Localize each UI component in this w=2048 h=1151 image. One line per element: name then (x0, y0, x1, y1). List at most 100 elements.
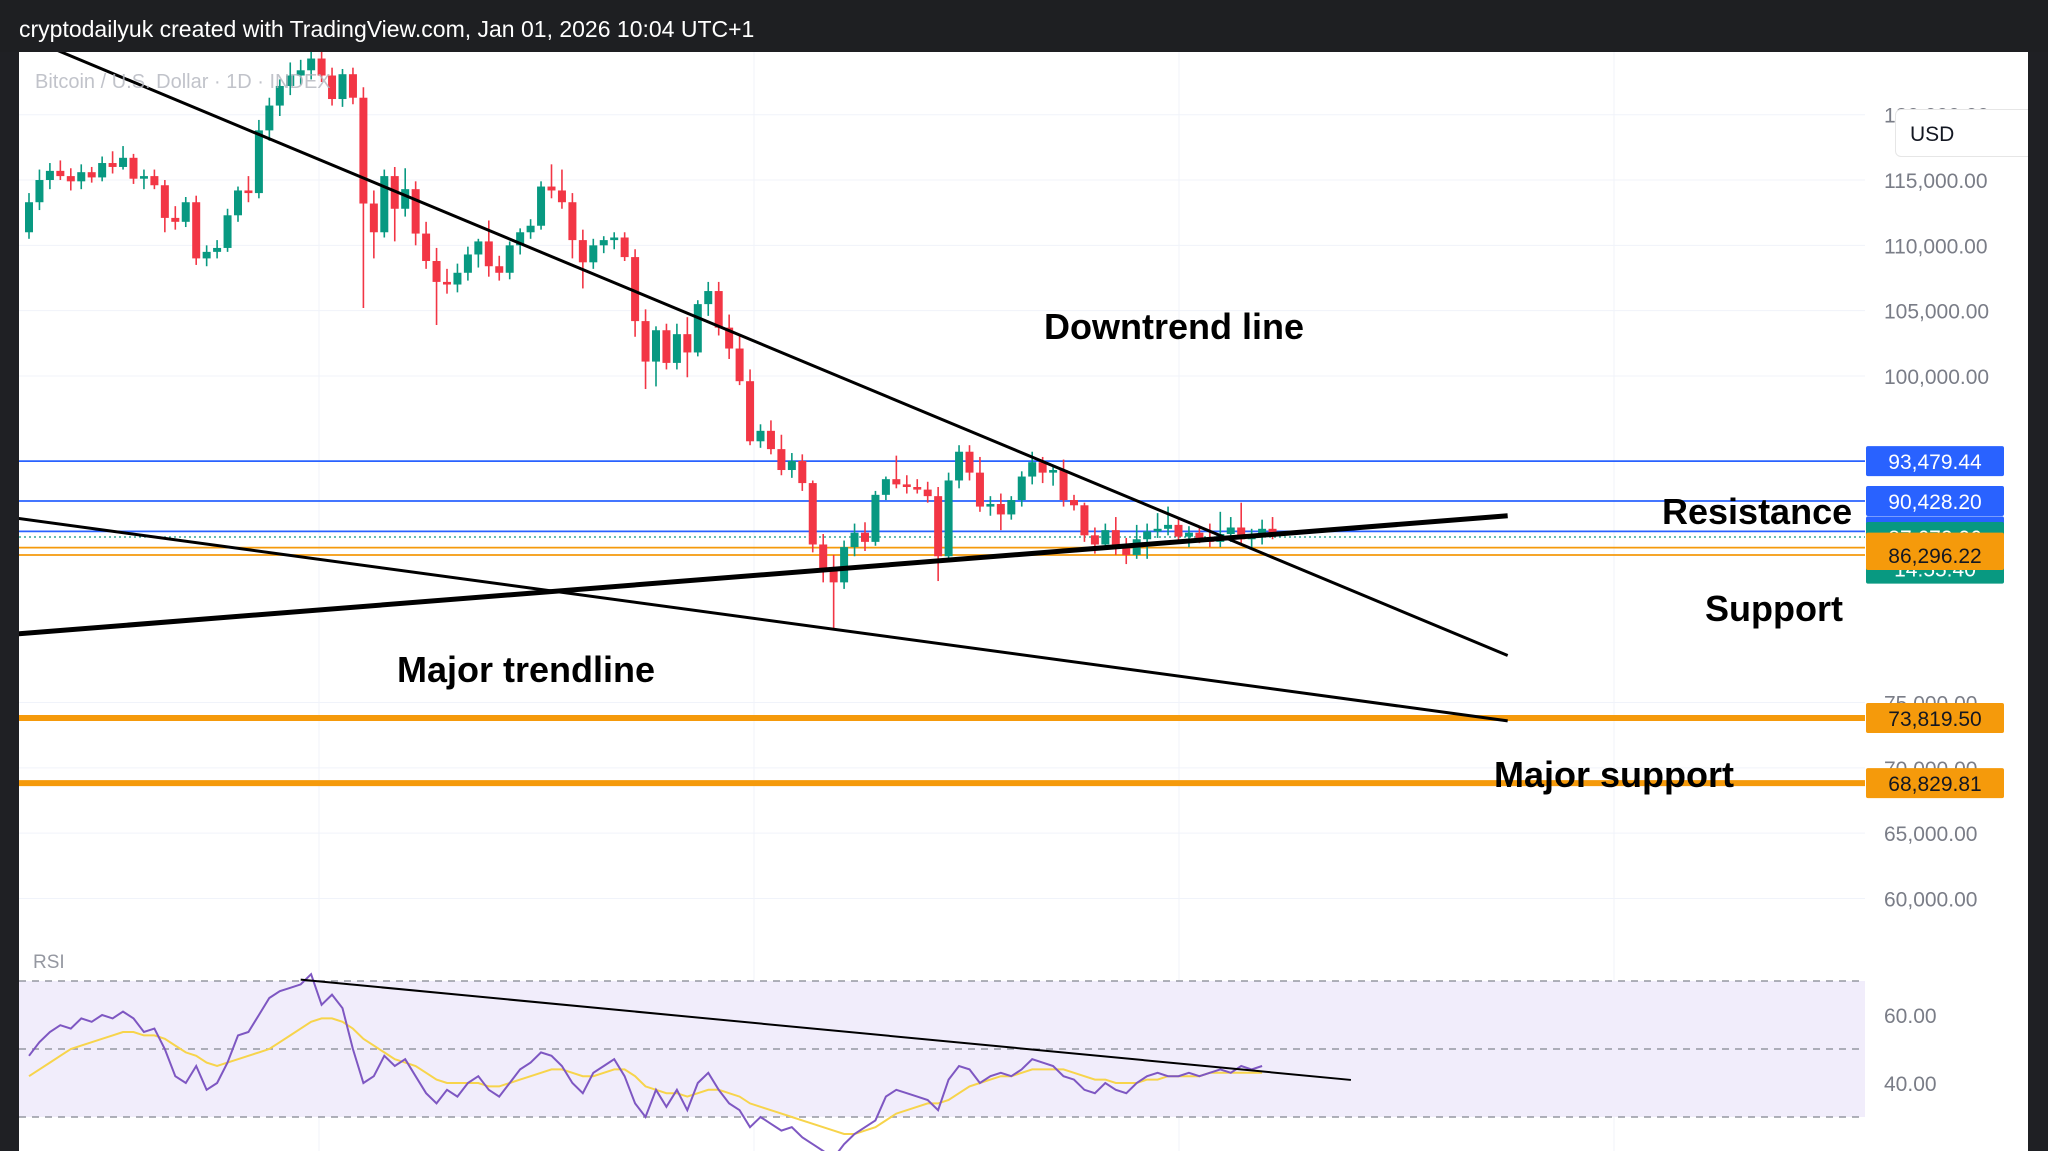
candle-body (422, 233, 431, 262)
price-label-bg (1866, 539, 2004, 570)
candle-body (286, 75, 295, 86)
rsi-label: RSI (33, 952, 65, 973)
currency-button[interactable]: USD (1895, 109, 2028, 157)
candle-84 (902, 475, 911, 494)
candle-91 (975, 456, 984, 512)
candle-11 (139, 169, 148, 190)
candle-114 (1216, 511, 1225, 548)
candle-body (139, 176, 148, 179)
candle-body (547, 186, 556, 191)
candle-body (1028, 462, 1037, 477)
candle-body (87, 172, 96, 178)
candle-body (756, 430, 765, 442)
candle-101 (1080, 502, 1089, 542)
candle-13 (160, 180, 169, 233)
symbol-legend: Bitcoin / U.S. Dollar · 1D · INDEX (35, 71, 331, 93)
candle-109 (1164, 506, 1173, 536)
candle-24 (275, 79, 284, 117)
candle-56 (610, 232, 619, 250)
candle-4 (66, 168, 75, 191)
candle-7 (98, 156, 107, 182)
candle-body (557, 190, 566, 203)
candle-3 (56, 160, 65, 181)
candle-111 (1184, 526, 1193, 548)
candle-body (829, 567, 838, 583)
candle-body (787, 460, 796, 471)
candle-71 (766, 420, 775, 455)
price-label-text: 68,829.81 (1888, 773, 1981, 796)
candle-body (98, 163, 107, 178)
candle-body (474, 241, 483, 255)
candle-body (296, 70, 305, 76)
candle-37 (411, 181, 420, 246)
candle-59 (641, 309, 650, 390)
candle-body (129, 157, 138, 179)
chart-frame[interactable]: 120,000.00115,000.00110,000.00105,000.00… (19, 52, 2028, 1151)
candle-23 (265, 97, 274, 141)
candle-body (1080, 505, 1089, 536)
candle-77 (829, 554, 838, 630)
annotation-major-trendline: Major trendline (397, 649, 655, 690)
candle-body (516, 232, 525, 246)
candle-81 (871, 490, 880, 546)
candle-118 (1258, 519, 1267, 545)
candle-92 (986, 496, 995, 516)
price-label-text: 86,296.22 (1888, 545, 1981, 568)
candle-41 (453, 263, 462, 293)
candle-107 (1143, 523, 1152, 559)
candle-body (672, 334, 681, 363)
candle-90 (965, 445, 974, 481)
candle-body (850, 532, 859, 548)
chart-canvas[interactable]: 120,000.00115,000.00110,000.00105,000.00… (19, 52, 2028, 1151)
candle-body (840, 547, 849, 583)
candle-38 (422, 221, 431, 269)
candle-body (704, 291, 713, 305)
candle-5 (77, 164, 86, 190)
candle-body (45, 170, 54, 181)
candle-28 (317, 52, 326, 83)
candle-body (234, 190, 242, 216)
rsi-line (28, 972, 1263, 1151)
candle-85 (913, 479, 922, 494)
candle-body (505, 245, 514, 273)
candle-79 (850, 523, 859, 557)
candle-body (913, 487, 922, 490)
candle-body (244, 190, 253, 194)
candle-body (923, 489, 932, 497)
candle-body (526, 225, 535, 233)
candle-body (714, 291, 723, 328)
candle-body (380, 176, 389, 233)
candle-body (975, 472, 984, 507)
candle-93 (996, 493, 1005, 531)
candle-body (1164, 524, 1173, 529)
candle-body (641, 321, 650, 362)
price-label-8: 68,829.81 (1866, 768, 2004, 799)
candle-1 (35, 169, 44, 211)
candle-94 (1007, 496, 1016, 520)
candle-62 (672, 323, 681, 370)
candle-body (1111, 530, 1120, 548)
price-tick-label: 115,000.00 (1884, 170, 1988, 193)
candle-0 (25, 193, 33, 239)
candle-36 (401, 168, 410, 217)
candle-31 (348, 67, 357, 105)
candle-body (1038, 462, 1047, 473)
candle-67 (725, 314, 734, 359)
candle-55 (599, 236, 608, 254)
candle-body (589, 245, 598, 263)
candle-body (610, 237, 619, 241)
credit-text: cryptodailyuk created with TradingView.c… (19, 16, 755, 42)
candle-body (443, 281, 451, 285)
candle-20 (234, 186, 242, 222)
candle-43 (474, 238, 483, 268)
candle-body (484, 241, 493, 267)
candle-86 (923, 481, 932, 503)
candle-body (317, 58, 326, 76)
candle-body (1090, 535, 1099, 545)
candle-103 (1101, 523, 1110, 549)
candle-body (578, 240, 587, 263)
price-label-layer: 93,479.4490,428.2088,104.1987,672.0614:5… (1866, 446, 2004, 799)
candle-10 (129, 153, 138, 184)
candle-25 (286, 62, 295, 96)
candle-body (150, 176, 159, 186)
